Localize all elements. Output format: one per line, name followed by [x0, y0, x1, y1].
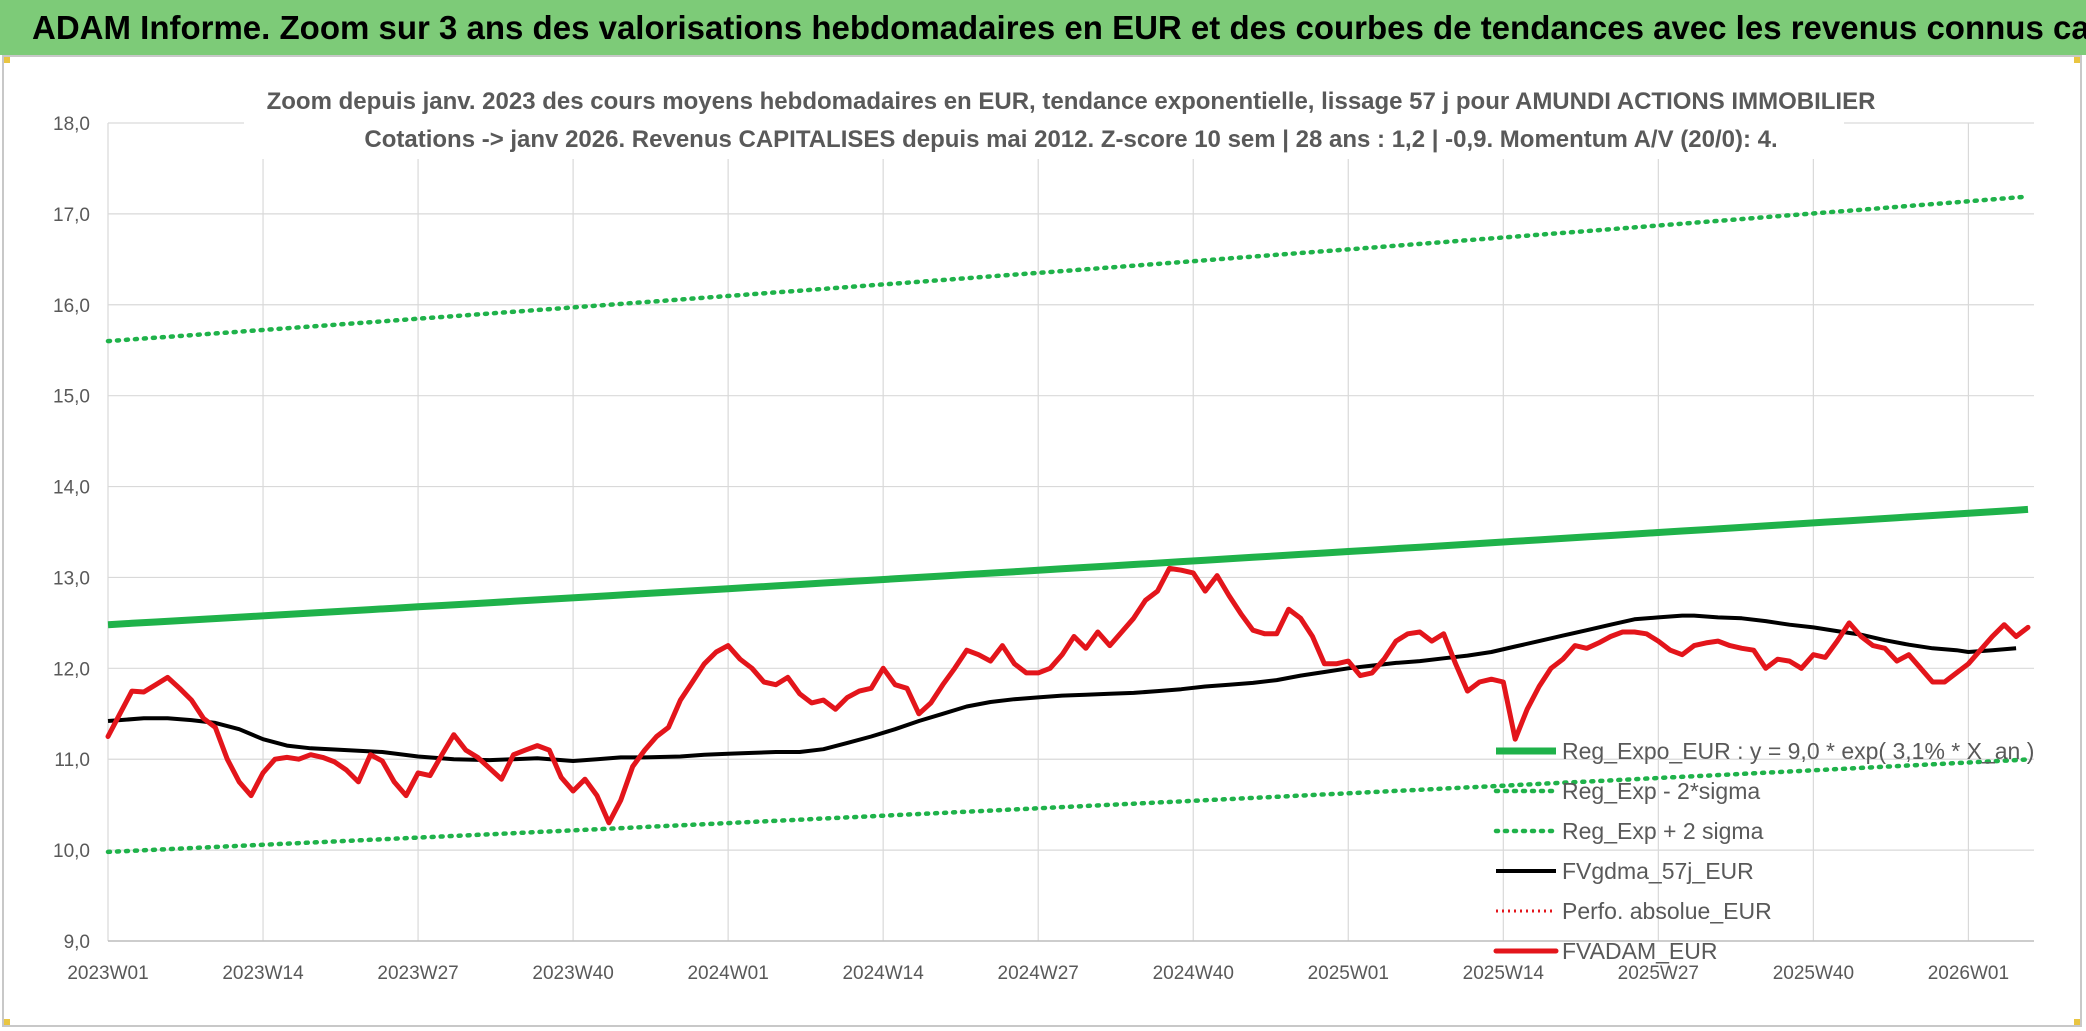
x-tick-label: 2025W01 [1308, 963, 1389, 984]
series-line [105, 757, 2031, 855]
y-tick-label: 18,0 [53, 114, 90, 135]
x-tick-label: 2025W27 [1618, 963, 1699, 984]
legend-label: FVgdma_57j_EUR [1562, 858, 1754, 884]
y-tick-label: 10,0 [53, 841, 90, 862]
y-tick-label: 14,0 [53, 478, 90, 499]
chart-title-line-1: Zoom depuis janv. 2023 des cours moyens … [267, 88, 1876, 115]
y-tick-label: 15,0 [53, 387, 90, 408]
x-tick-label: 2024W27 [998, 963, 1079, 984]
legend-label: Reg_Exp + 2 sigma [1562, 818, 1764, 844]
y-tick-label: 16,0 [53, 296, 90, 317]
legend-label: FVADAM_EUR [1562, 938, 1718, 964]
y-axis: 9,0 10,0 11,0 12,0 13,0 14,0 15,0 16,0 17,0 18,0 [53, 114, 90, 953]
legend: Reg_Expo_EUR : y = 9,0 * exp( 3,1% * X_a… [1493, 738, 2034, 964]
x-tick-label: 2023W14 [222, 963, 304, 984]
legend-label: Perfo. absolue_EUR [1562, 898, 1772, 924]
y-tick-label: 9,0 [64, 932, 90, 953]
grid [107, 122, 2034, 942]
chart-frame: Zoom depuis janv. 2023 des cours moyens … [2, 55, 2082, 1027]
x-tick-label: 2026W01 [1928, 963, 2009, 984]
chart: Zoom depuis janv. 2023 des cours moyens … [53, 79, 2034, 984]
x-tick-label: 2024W14 [842, 963, 924, 984]
y-tick-label: 17,0 [53, 205, 90, 226]
series-layer [105, 194, 2031, 855]
x-tick-label: 2024W01 [687, 963, 768, 984]
y-tick-label: 13,0 [53, 568, 90, 589]
series-line [105, 565, 2031, 826]
x-axis: 2023W01 2023W14 2023W27 2023W40 2024W01 2024W… [67, 963, 2009, 984]
page-title: ADAM Informe. Zoom sur 3 ans des valoris… [0, 0, 2086, 55]
x-tick-label: 2023W27 [377, 963, 458, 984]
series-line [107, 505, 2029, 629]
y-tick-label: 11,0 [54, 750, 90, 771]
chart-title-line-2: Cotations -> janv 2026. Revenus CAPITALI… [364, 126, 1777, 153]
x-tick-label: 2024W40 [1153, 963, 1234, 984]
legend-label: Reg_Expo_EUR : y = 9,0 * exp( 3,1% * X_a… [1562, 738, 2034, 764]
x-tick-label: 2023W01 [67, 963, 148, 984]
legend-label: Reg_Exp - 2*sigma [1562, 778, 1760, 804]
x-tick-label: 2023W40 [532, 963, 613, 984]
x-tick-label: 2025W14 [1463, 963, 1545, 984]
x-tick-label: 2025W40 [1773, 963, 1854, 984]
series-line [105, 194, 2031, 344]
chart-title: Zoom depuis janv. 2023 des cours moyens … [244, 79, 1875, 159]
y-tick-label: 12,0 [53, 659, 90, 680]
